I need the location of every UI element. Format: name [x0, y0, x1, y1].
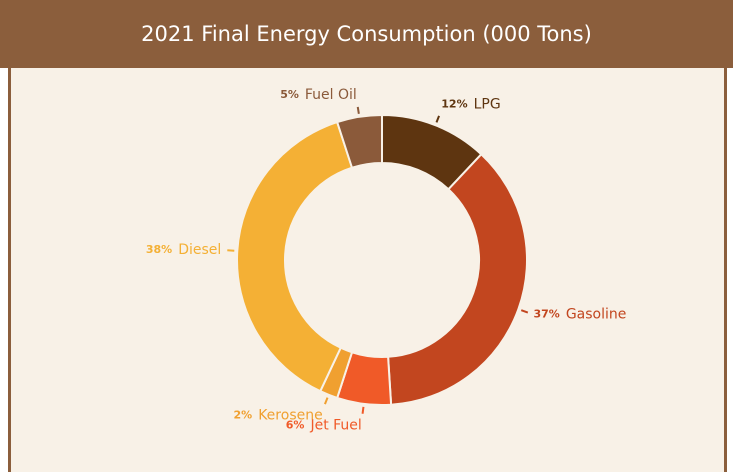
data-label: 2% Kerosene	[234, 408, 323, 424]
value-label: 38%	[146, 243, 172, 256]
data-label: 38% Diesel	[146, 242, 221, 258]
category-label: Kerosene	[258, 408, 323, 424]
leader-line	[361, 406, 365, 414]
leader-line	[324, 397, 329, 405]
category-label: Fuel Oil	[305, 87, 357, 103]
data-label: 5% Fuel Oil	[280, 87, 357, 103]
category-label: Gasoline	[566, 307, 627, 323]
value-label: 6%	[286, 419, 305, 432]
data-label: 37% Gasoline	[533, 307, 626, 323]
leader-line	[435, 115, 440, 123]
leader-line	[356, 106, 360, 114]
category-label: LPG	[474, 96, 501, 112]
data-label: 12% LPG	[441, 96, 500, 112]
value-label: 12%	[441, 97, 467, 110]
data-label: 6% Jet Fuel	[286, 418, 362, 434]
value-label: 2%	[234, 409, 253, 422]
value-label: 5%	[280, 88, 299, 101]
slice	[387, 152, 528, 406]
leader-line	[520, 309, 529, 314]
category-label: Jet Fuel	[309, 418, 361, 434]
value-label: 37%	[533, 308, 559, 321]
slice	[335, 113, 383, 170]
category-label: Diesel	[178, 242, 221, 258]
chart-title: 2021 Final Energy Consumption (000 Tons)	[0, 0, 733, 68]
slice	[236, 120, 354, 393]
